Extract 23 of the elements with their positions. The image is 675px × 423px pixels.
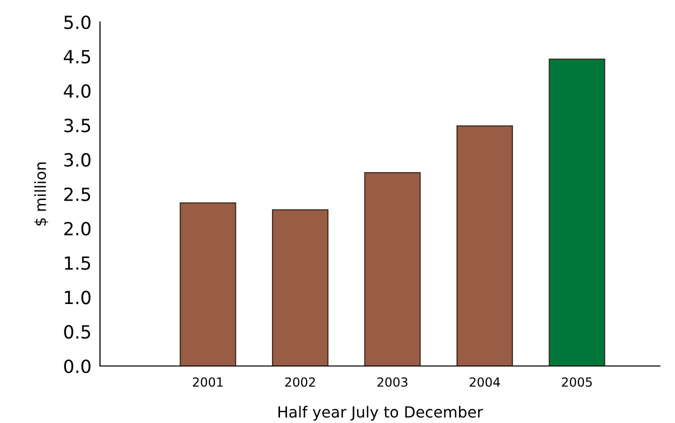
y-tick-label: 3.0: [64, 153, 90, 167]
x-axis-title: Half year July to December: [278, 406, 484, 421]
bar: [548, 58, 606, 366]
x-tick-label: 2002: [285, 377, 315, 387]
y-axis-title: $ million: [34, 162, 48, 226]
y-tick-label: 0.0: [64, 359, 90, 374]
bar: [364, 172, 421, 366]
y-tick-label: 0.5: [64, 325, 90, 339]
y-tick-label: 4.5: [64, 50, 90, 64]
y-tick-label: 1.0: [64, 290, 90, 304]
y-tick-label: 2.5: [64, 187, 90, 202]
bar: [272, 209, 328, 366]
bar: [180, 202, 236, 366]
y-tick-label: 1.5: [64, 256, 90, 270]
y-tick-label: 3.5: [64, 118, 90, 132]
y-tick-label: 2.0: [64, 222, 90, 236]
x-tick-label: 2004: [470, 377, 500, 387]
x-tick-label: 2003: [377, 377, 408, 387]
x-tick-label: 2005: [562, 377, 592, 387]
y-tick-label: 5.0: [64, 15, 90, 30]
bar: [456, 125, 513, 366]
y-tick-label: 4.0: [64, 84, 90, 98]
x-tick-label: 2001: [192, 377, 223, 387]
